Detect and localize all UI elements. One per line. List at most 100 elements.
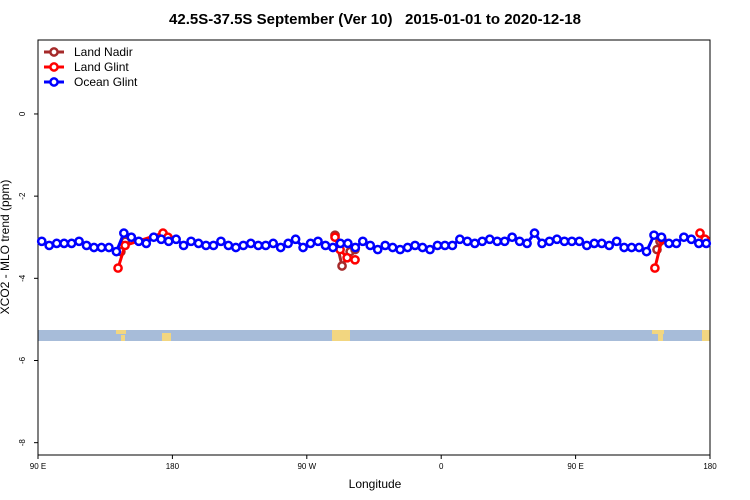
data-point — [425, 244, 435, 255]
data-point — [81, 240, 92, 251]
data-point — [59, 238, 69, 249]
series-line — [653, 238, 664, 269]
data-point — [664, 238, 674, 249]
data-point — [357, 236, 368, 247]
data-point — [337, 261, 347, 271]
data-point — [305, 238, 316, 249]
data-point — [619, 242, 629, 253]
data-point — [298, 242, 308, 253]
data-point — [245, 238, 256, 249]
data-point — [156, 234, 167, 245]
data-point — [641, 246, 652, 257]
data-point — [656, 232, 667, 243]
data-point — [387, 242, 398, 253]
data-point — [559, 236, 570, 247]
data-point — [275, 242, 286, 253]
data-point — [171, 234, 181, 245]
x-tick-label: 90 W — [297, 462, 316, 471]
data-point — [552, 234, 562, 245]
legend-marker — [49, 62, 59, 72]
data-point — [74, 236, 84, 247]
data-point — [596, 238, 607, 249]
data-point — [455, 234, 465, 245]
data-point — [283, 238, 293, 249]
data-point — [522, 238, 532, 249]
data-point — [402, 242, 413, 253]
x-tick-label: 180 — [166, 462, 180, 471]
data-point — [268, 238, 279, 249]
y-tick-label: -2 — [18, 192, 27, 200]
data-point — [253, 240, 264, 251]
data-point — [701, 238, 712, 249]
data-point — [148, 232, 159, 243]
data-point — [417, 242, 428, 253]
legend-item: Ocean Glint — [44, 75, 138, 89]
legend-label: Ocean Glint — [74, 75, 138, 89]
data-point — [604, 240, 615, 251]
data-point — [119, 228, 129, 238]
data-point — [120, 240, 130, 251]
data-point — [231, 242, 241, 253]
data-point — [44, 240, 55, 251]
y-tick-label: -8 — [18, 439, 27, 447]
data-point — [290, 234, 301, 245]
data-point — [380, 240, 391, 251]
data-point — [492, 236, 503, 247]
x-tick-label: 180 — [703, 462, 717, 471]
data-point — [96, 242, 107, 253]
chart-title: 42.5S-37.5S September (Ver 10) 2015-01-0… — [169, 11, 581, 28]
data-point — [163, 236, 174, 247]
y-axis-label: XCO2 - MLO trend (ppm) — [0, 180, 12, 315]
data-point — [469, 238, 480, 249]
data-point — [223, 240, 234, 251]
data-point — [499, 236, 510, 247]
data-point — [693, 238, 704, 249]
y-tick-label: 0 — [18, 111, 27, 116]
data-point — [649, 230, 659, 241]
data-point — [567, 236, 577, 247]
y-tick-label: -6 — [18, 356, 27, 364]
x-tick-label: 90 E — [30, 462, 46, 471]
data-point — [89, 242, 99, 253]
data-point — [343, 238, 353, 249]
legend-label: Land Nadir — [74, 45, 133, 59]
x-axis-label: Longitude — [349, 477, 402, 491]
data-point — [537, 238, 547, 249]
plot-frame — [37, 39, 711, 456]
legend-marker — [49, 77, 59, 87]
data-point — [507, 232, 517, 243]
data-point — [462, 236, 473, 247]
data-point — [574, 236, 585, 247]
data-point — [66, 238, 77, 249]
data-point — [178, 240, 189, 251]
legend-item: Land Nadir — [44, 45, 133, 59]
data-point — [634, 242, 644, 253]
data-point — [484, 234, 495, 245]
x-tick-label: 0 — [439, 462, 444, 471]
data-point — [51, 238, 62, 249]
data-point — [335, 238, 346, 249]
data-point — [133, 236, 144, 247]
data-point — [126, 232, 137, 243]
data-point — [395, 244, 405, 255]
data-point — [686, 234, 697, 245]
data-point — [365, 240, 376, 251]
data-point — [440, 240, 450, 251]
data-point — [695, 228, 705, 238]
data-point — [260, 240, 271, 251]
data-point — [350, 254, 360, 265]
data-point — [447, 240, 458, 251]
data-point — [589, 238, 600, 249]
y-tick-label: -4 — [18, 274, 27, 282]
data-point — [342, 252, 352, 263]
data-point — [111, 246, 122, 257]
data-point — [650, 263, 660, 273]
data-point — [372, 244, 383, 255]
data-point — [104, 242, 114, 253]
x-tick-label: 90 E — [567, 462, 583, 471]
data-point — [514, 236, 525, 247]
data-point — [141, 238, 152, 249]
land-strip — [38, 330, 710, 341]
data-point — [350, 242, 361, 253]
